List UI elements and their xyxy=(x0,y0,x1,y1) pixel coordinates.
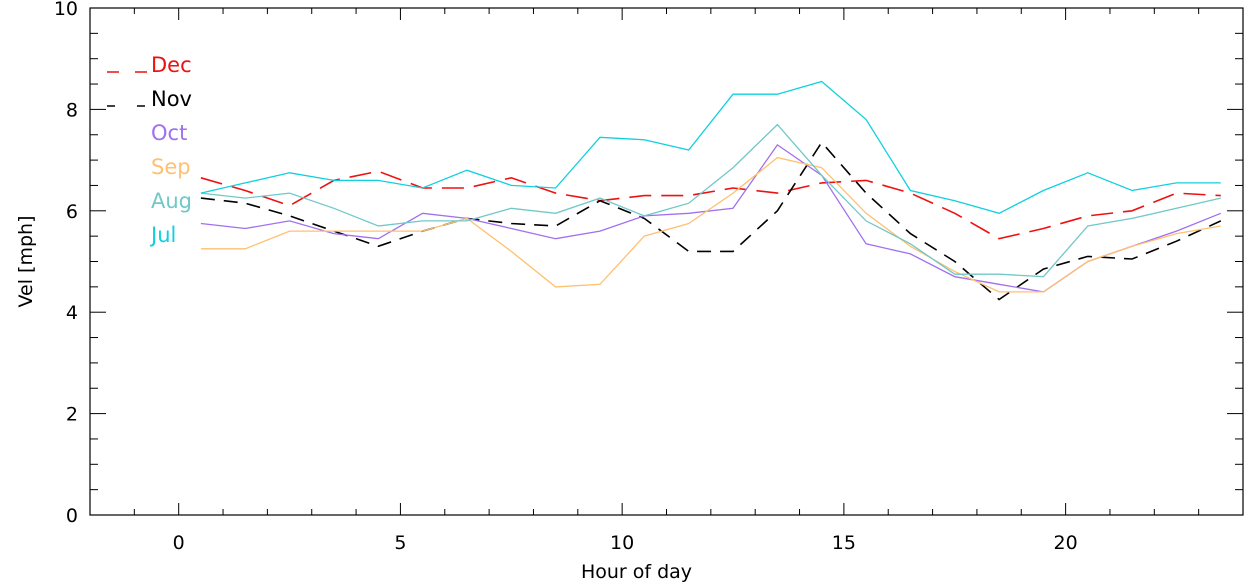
x-tick-label: 15 xyxy=(832,532,856,554)
x-tick-label: 10 xyxy=(610,532,634,554)
series-line-oct xyxy=(200,143,1222,293)
x-tick-label: 0 xyxy=(173,532,185,554)
series-line-jul xyxy=(200,80,1221,214)
legend-label-dec: Dec xyxy=(151,53,192,77)
series-line-nov xyxy=(200,141,1222,301)
y-tick-label: 2 xyxy=(66,404,78,426)
x-tick-label: 5 xyxy=(394,532,406,554)
y-tick-label: 8 xyxy=(66,99,78,121)
series-line-dec xyxy=(200,170,1221,240)
series-line-sep xyxy=(200,156,1221,293)
y-tick-label: 6 xyxy=(66,201,78,223)
series-line-aug xyxy=(200,123,1221,278)
y-tick-label: 10 xyxy=(54,0,78,20)
legend-label-sep: Sep xyxy=(151,155,191,179)
plot-frame xyxy=(89,7,1244,516)
legend-label-oct: Oct xyxy=(151,121,187,145)
y-tick-label: 0 xyxy=(66,505,78,527)
y-tick-label: 4 xyxy=(66,302,78,324)
x-tick-label: 20 xyxy=(1054,532,1078,554)
legend-label-jul: Jul xyxy=(149,223,176,247)
y-axis-label: Vel [mph] xyxy=(15,216,37,308)
x-axis-label: Hour of day xyxy=(581,561,692,583)
legend-label-aug: Aug xyxy=(151,189,192,213)
legend-label-nov: Nov xyxy=(151,87,192,111)
